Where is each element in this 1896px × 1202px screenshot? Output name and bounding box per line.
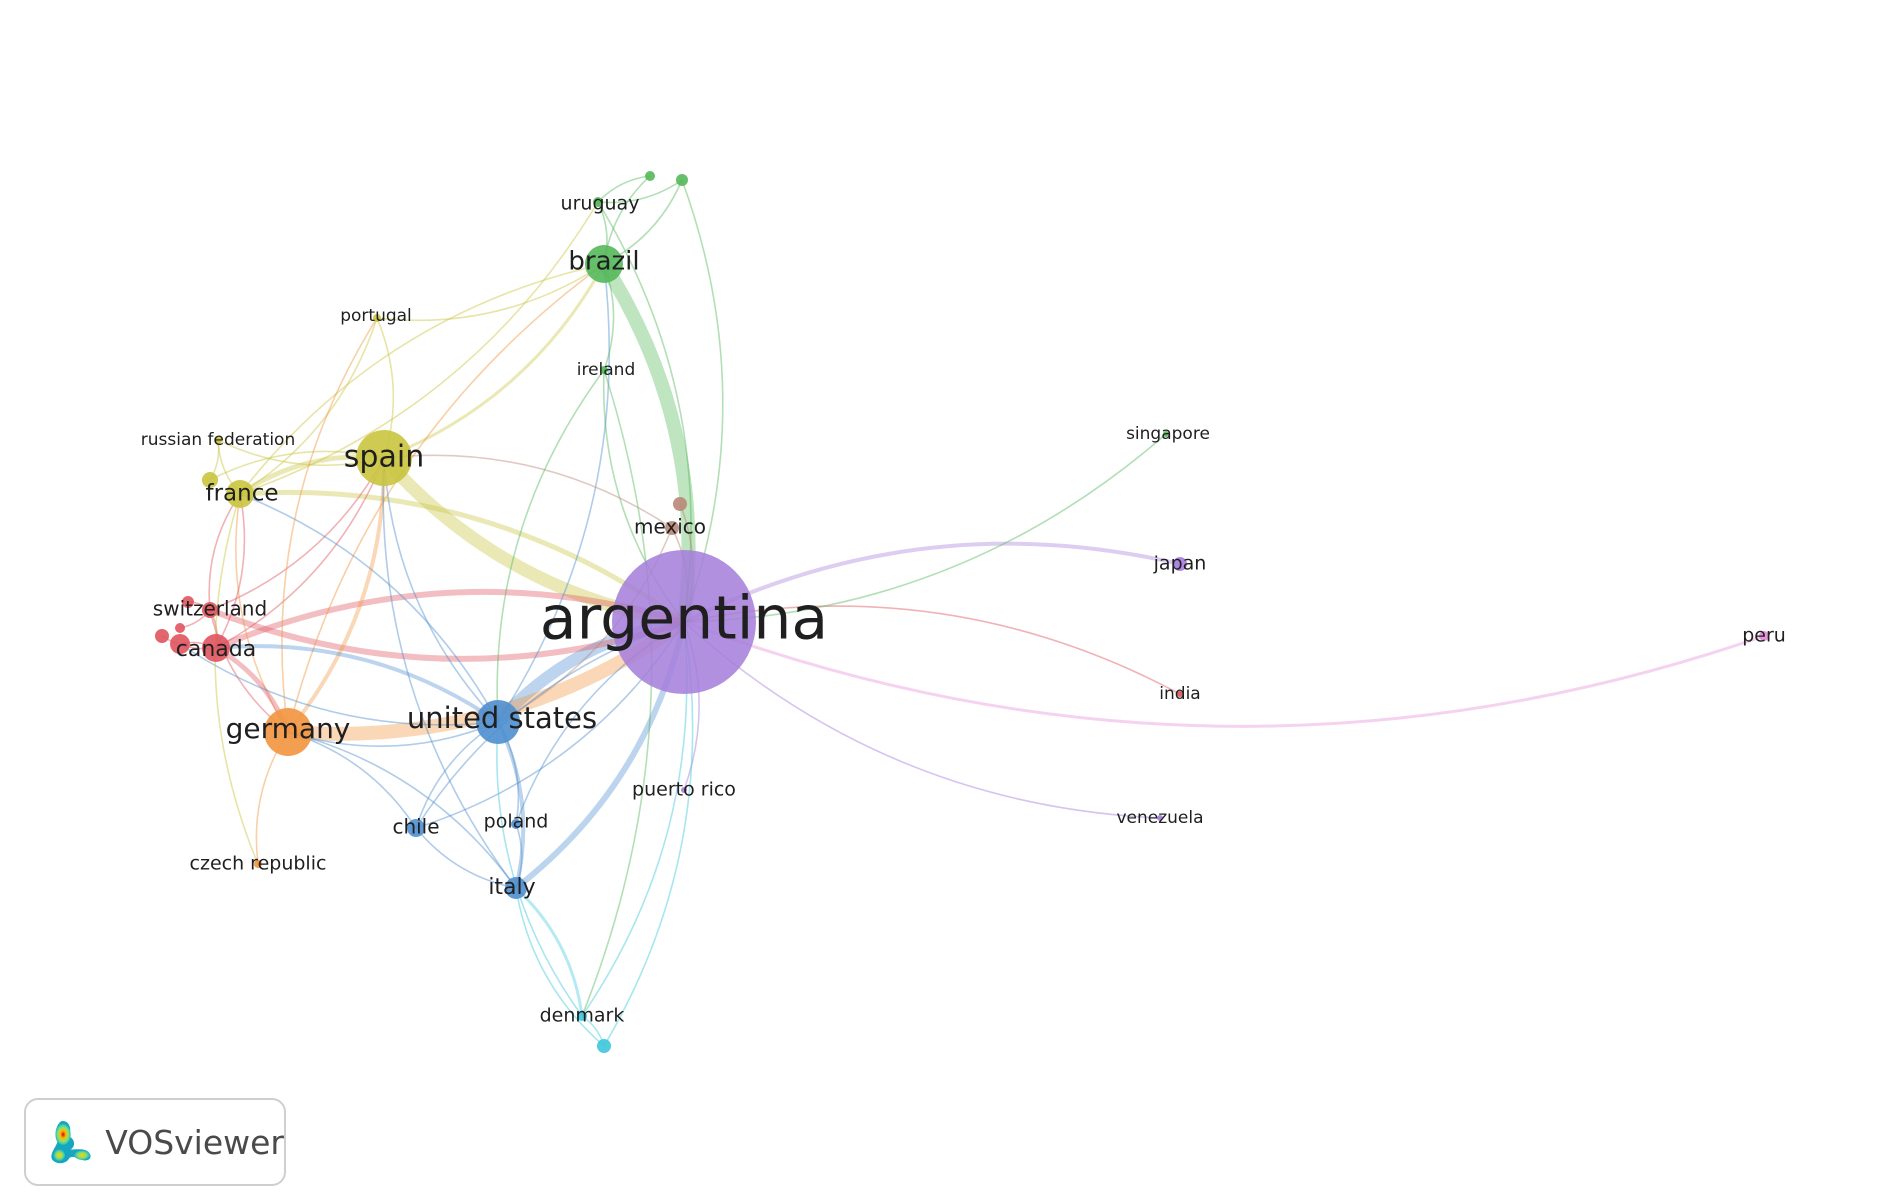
label-peru: peru [1742,625,1786,647]
node-peru[interactable] [1759,631,1769,641]
link-united_states-ireland [496,369,605,723]
link-portugal-germany [281,317,378,733]
node-red_a[interactable] [170,634,190,654]
link-argentina-peru [683,620,1765,728]
node-venezuela[interactable] [1157,815,1163,821]
link-brazil-spain [383,263,606,460]
node-united_states[interactable] [476,700,520,744]
link-spain-united_states [383,457,499,723]
link-argentina-venezuela [683,621,1161,819]
link-france-canada [215,493,246,649]
node-india[interactable] [1177,691,1183,697]
node-spain[interactable] [356,430,412,486]
node-portugal[interactable] [373,314,381,322]
link-spain-germany [286,457,387,734]
label-venezuela: venezuela [1116,808,1203,828]
label-brazil: brazil [568,247,639,277]
node-brown_a[interactable] [673,497,687,511]
node-brazil[interactable] [585,245,623,283]
node-red_d[interactable] [175,623,185,633]
label-denmark: denmark [540,1005,625,1027]
label-argentina: argentina [540,584,828,654]
label-ireland: ireland [577,360,636,380]
brand-name: VOSviewer [105,1122,284,1162]
label-poland: poland [484,811,549,833]
vosviewer-density-icon [51,1120,91,1164]
link-uruguay-france [239,201,599,495]
node-argentina[interactable] [612,550,756,694]
node-mexico[interactable] [665,521,679,535]
node-uruguay[interactable] [593,197,603,207]
link-argentina-singapore [683,433,1167,623]
link-spain-italy [382,457,517,889]
node-italy[interactable] [505,877,527,899]
label-switzerland: switzerland [153,597,267,621]
node-green_a[interactable] [645,171,655,181]
label-portugal: portugal [340,306,412,326]
label-singapore: singapore [1126,424,1210,444]
link-denmark-ireland [581,369,653,1017]
label-canada: canada [176,637,256,662]
vosviewer-badge: VOSviewer [24,1098,286,1186]
label-spain: spain [344,440,424,475]
label-russian_federation: russian federation [141,430,295,450]
link-brazil-united_states [497,263,611,723]
link-france-portugal [239,317,378,495]
label-united_states: united states [407,701,597,735]
node-japan[interactable] [1173,557,1187,571]
link-italy-denmark [514,886,584,1017]
link-france-united_states [239,493,499,723]
node-chile[interactable] [407,819,425,837]
node-france[interactable] [226,480,254,508]
node-green_b[interactable] [676,174,688,186]
label-uruguay: uruguay [561,193,640,215]
node-denmark[interactable] [577,1011,587,1021]
link-germany-italy [287,731,517,889]
link-uruguay-green_b [597,179,683,204]
link-italy-cyan_a [515,887,605,1047]
node-ireland[interactable] [600,366,608,374]
link-brazil-portugal [376,263,605,322]
link-united_states-denmark [496,721,583,1017]
link-germany-united_states [287,721,499,747]
node-yellow_a[interactable] [202,472,218,488]
node-red_b[interactable] [155,629,169,643]
link-czech_republic-france [214,493,259,865]
link-canada-united_states [215,644,500,724]
node-poland[interactable] [511,819,521,829]
node-singapore[interactable] [1163,431,1169,437]
label-puerto_rico: puerto rico [632,779,736,801]
node-canada[interactable] [202,634,230,662]
link-spain-canada [215,457,385,649]
link-red_a-united_states [179,643,499,726]
link-argentina-india [683,605,1181,695]
node-puerto_rico[interactable] [681,787,687,793]
label-mexico: mexico [634,515,706,539]
label-india: india [1159,684,1200,704]
link-spain-mexico [383,454,673,529]
label-france: france [205,481,278,507]
node-layer [155,171,1769,1053]
link-brazil-france [239,263,605,495]
node-cyan_a[interactable] [597,1039,611,1053]
node-switzerland[interactable] [202,602,218,618]
label-czech_republic: czech republic [190,853,327,875]
node-germany[interactable] [264,708,312,756]
label-japan: japan [1153,553,1207,575]
label-germany: germany [226,712,351,745]
label-italy: italy [488,875,535,900]
label-layer: argentina brazil uruguay ireland singapore sp… [141,193,1786,1027]
node-russian_federation[interactable] [214,436,222,444]
label-chile: chile [392,815,439,839]
link-uruguay-green_a [597,175,651,203]
link-italy-chile [415,827,517,889]
link-spain-switzerland [209,457,385,611]
node-red_c[interactable] [182,596,194,608]
link-france-germany [235,493,289,733]
node-czech_republic[interactable] [254,860,262,868]
